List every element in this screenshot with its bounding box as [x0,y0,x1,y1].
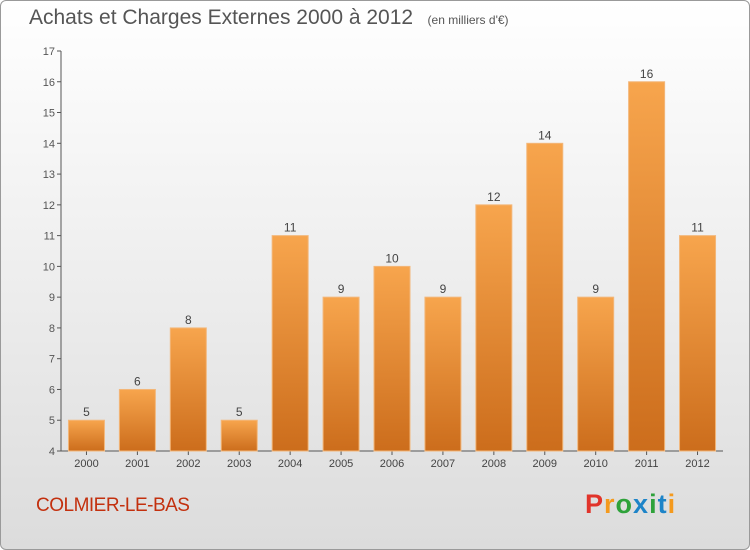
bar [526,142,564,452]
bar [577,296,615,452]
y-tick-label: 9 [49,292,55,304]
bar-data-label: 12 [487,190,501,204]
chart-data-labels: 5 6 8 5 11 9 10 9 12 14 9 16 11 [83,67,704,419]
y-tick-label: 7 [49,354,55,366]
bar-data-label: 14 [538,128,552,142]
y-tick-label: 11 [44,231,55,243]
x-tick-label: 2001 [125,458,149,470]
bar-data-label: 5 [236,405,243,419]
x-tick-label: 2005 [329,458,353,470]
bar-data-label: 9 [338,282,345,296]
y-tick-label: 5 [49,415,55,427]
bar [475,204,513,452]
x-tick-label: 2010 [583,458,607,470]
x-tick-label: 2006 [380,458,404,470]
bar-data-label: 10 [385,251,399,265]
bar [220,419,258,452]
chart-unit: (en milliers d'€) [427,13,509,27]
x-tick-label: 2011 [635,458,659,470]
y-tick-label: 10 [43,261,55,273]
bar [322,296,360,452]
bar-data-label: 16 [640,67,654,81]
bar-data-label: 6 [134,374,141,388]
bar-data-label: 11 [284,221,297,235]
bar-data-label: 9 [440,282,447,296]
chart-bars [67,81,717,452]
bar [373,265,411,452]
x-tick-label: 2007 [431,458,455,470]
bar-data-label: 11 [691,221,704,235]
bar-data-label: 8 [185,313,192,327]
y-tick-label: 17 [43,46,55,58]
chart-title-row: Achats et Charges Externes 2000 à 2012 (… [29,6,509,30]
y-tick-label: 6 [49,384,55,396]
bar [118,388,156,452]
x-tick-label: 2009 [533,458,557,470]
bar [424,296,462,452]
y-tick-label: 14 [43,138,55,150]
x-tick-label: 2012 [685,458,709,470]
x-tick-label: 2000 [74,458,98,470]
x-tick-label: 2004 [278,458,302,470]
bar [67,419,105,452]
place-name: COLMIER-LE-BAS [36,495,190,516]
x-tick-label: 2003 [227,458,251,470]
bar-data-label: 5 [83,405,90,419]
y-tick-label: 12 [43,200,55,212]
y-tick-label: 4 [49,446,55,458]
bar [628,81,666,452]
y-tick-label: 8 [49,323,55,335]
brand-logo: Proxiti [585,489,677,519]
bar [271,235,309,452]
bar [679,235,717,452]
y-tick-label: 16 [43,77,55,89]
bar-data-label: 9 [592,282,599,296]
x-tick-label: 2008 [482,458,506,470]
bar [169,327,207,452]
chart-title: Achats et Charges Externes 2000 à 2012 [29,6,414,29]
y-tick-label: 13 [43,169,55,181]
x-tick-label: 2002 [176,458,200,470]
y-tick-label: 15 [43,108,55,120]
